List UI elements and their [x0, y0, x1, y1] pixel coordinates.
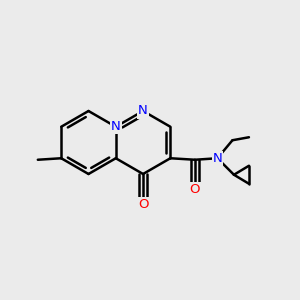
- Text: N: N: [213, 152, 222, 165]
- Text: O: O: [190, 183, 200, 196]
- Text: N: N: [111, 120, 121, 133]
- Text: N: N: [138, 104, 148, 118]
- Text: O: O: [138, 198, 148, 211]
